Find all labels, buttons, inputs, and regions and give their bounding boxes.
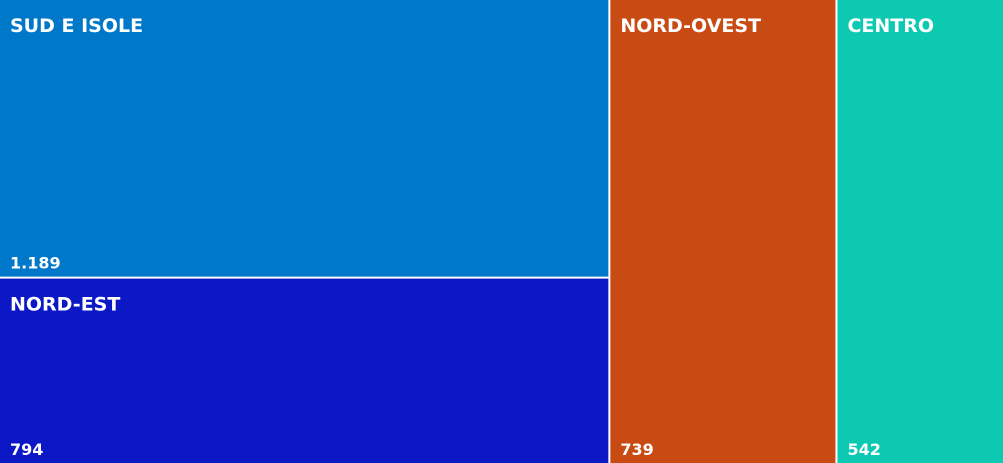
value-label: 542 (847, 440, 880, 459)
tile-label: CENTRO (847, 15, 934, 37)
value-label: 739 (620, 440, 653, 459)
tile-label: SUD E ISOLE (10, 15, 143, 37)
tile (610, 0, 836, 463)
tile (837, 0, 1003, 463)
tile (0, 278, 609, 463)
tile-label: NORD-EST (10, 294, 120, 316)
value-label: 1.189 (10, 254, 61, 273)
value-label: 794 (10, 440, 43, 459)
tile (0, 0, 609, 277)
tile-label: NORD-OVEST (620, 15, 761, 37)
